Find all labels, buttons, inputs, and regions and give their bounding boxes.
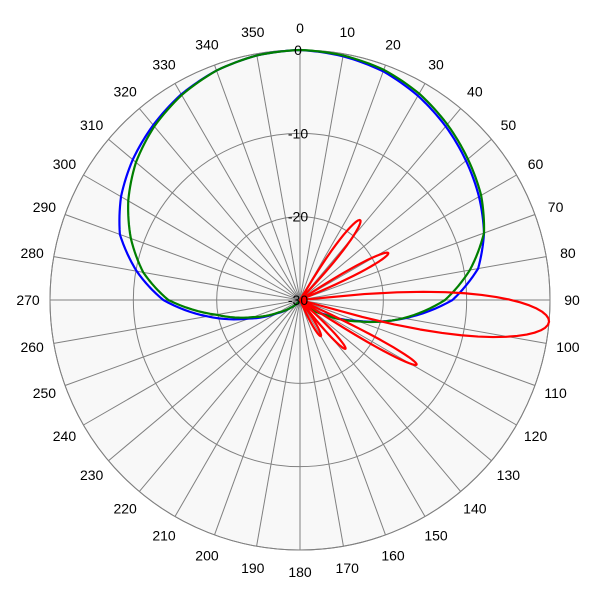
angle-tick-label: 30	[428, 56, 444, 72]
angle-tick-label: 310	[80, 117, 104, 133]
angle-gridline	[64, 214, 301, 301]
series-line-2	[298, 218, 551, 367]
angle-gridline	[299, 214, 536, 301]
radial-tick-label: -10	[288, 125, 308, 141]
angle-tick-label: 20	[385, 36, 401, 52]
angle-tick-label: 260	[20, 339, 44, 355]
angle-gridline	[299, 299, 386, 536]
angle-gridline	[299, 53, 344, 301]
angle-tick-label: 70	[548, 199, 564, 215]
angle-tick-label: 140	[463, 500, 487, 516]
angle-tick-label: 190	[241, 560, 265, 576]
radial-tick-label: -20	[288, 209, 308, 225]
angle-tick-label: 170	[336, 560, 360, 576]
angle-gridline	[108, 138, 301, 301]
angle-tick-label: 80	[560, 245, 576, 261]
angle-tick-label: 230	[80, 467, 104, 483]
angle-tick-label: 300	[53, 156, 77, 172]
angle-gridline	[214, 299, 301, 536]
angle-tick-label: 350	[241, 24, 265, 40]
angle-gridline	[53, 299, 301, 344]
angle-tick-label: 250	[33, 385, 57, 401]
angle-gridline	[299, 299, 492, 462]
angle-gridline	[53, 256, 301, 301]
angle-tick-label: 40	[467, 84, 483, 100]
angle-gridline	[299, 138, 492, 301]
angle-gridline	[299, 64, 386, 301]
angle-gridline	[214, 64, 301, 301]
angle-tick-label: 50	[501, 117, 517, 133]
angle-tick-label: 90	[564, 292, 580, 308]
angle-tick-label: 60	[528, 156, 544, 172]
angle-tick-label: 220	[113, 500, 137, 516]
angle-gridline	[108, 299, 301, 462]
angle-gridline	[299, 108, 462, 301]
angle-tick-label: 210	[152, 528, 176, 544]
angle-tick-label: 200	[195, 548, 219, 564]
angle-tick-label: 150	[424, 528, 448, 544]
angle-tick-label: 0	[296, 20, 304, 36]
series-group	[118, 48, 551, 367]
angle-tick-labels: 0 10 20 30 40 50 60 70 80 90 100 110 120 130 140 150 160…	[16, 20, 580, 580]
angle-tick-label: 130	[497, 467, 521, 483]
radial-tick-label: 0	[294, 42, 302, 58]
angle-gridline	[138, 299, 301, 492]
angle-gridline	[299, 299, 536, 386]
angle-tick-label: 340	[195, 36, 219, 52]
angle-tick-label: 240	[53, 428, 77, 444]
angle-tick-label: 160	[381, 548, 405, 564]
angle-gridline	[256, 299, 301, 547]
angle-tick-label: 320	[113, 84, 137, 100]
angle-tick-label: 330	[152, 56, 176, 72]
angle-gridline	[138, 108, 301, 301]
angle-gridline	[83, 174, 301, 301]
angle-gridline	[299, 256, 547, 301]
angle-gridline	[64, 299, 301, 386]
angle-gridline	[83, 299, 301, 426]
angle-tick-label: 270	[16, 292, 40, 308]
angle-tick-label: 290	[33, 199, 57, 215]
angle-gridline	[174, 83, 301, 301]
angle-tick-label: 120	[524, 428, 548, 444]
angle-gridline	[174, 299, 301, 517]
radial-tick-labels: -30 -20 -10 0	[288, 42, 308, 308]
angle-tick-label: 100	[556, 339, 580, 355]
angle-gridline	[299, 299, 344, 547]
angle-tick-label: 280	[20, 245, 44, 261]
angle-gridline	[299, 83, 426, 301]
angle-tick-label: 180	[288, 564, 312, 580]
angle-tick-label: 10	[339, 24, 355, 40]
angle-gridline	[256, 53, 301, 301]
radial-tick-label: -30	[288, 292, 308, 308]
angle-tick-label: 110	[544, 385, 567, 401]
